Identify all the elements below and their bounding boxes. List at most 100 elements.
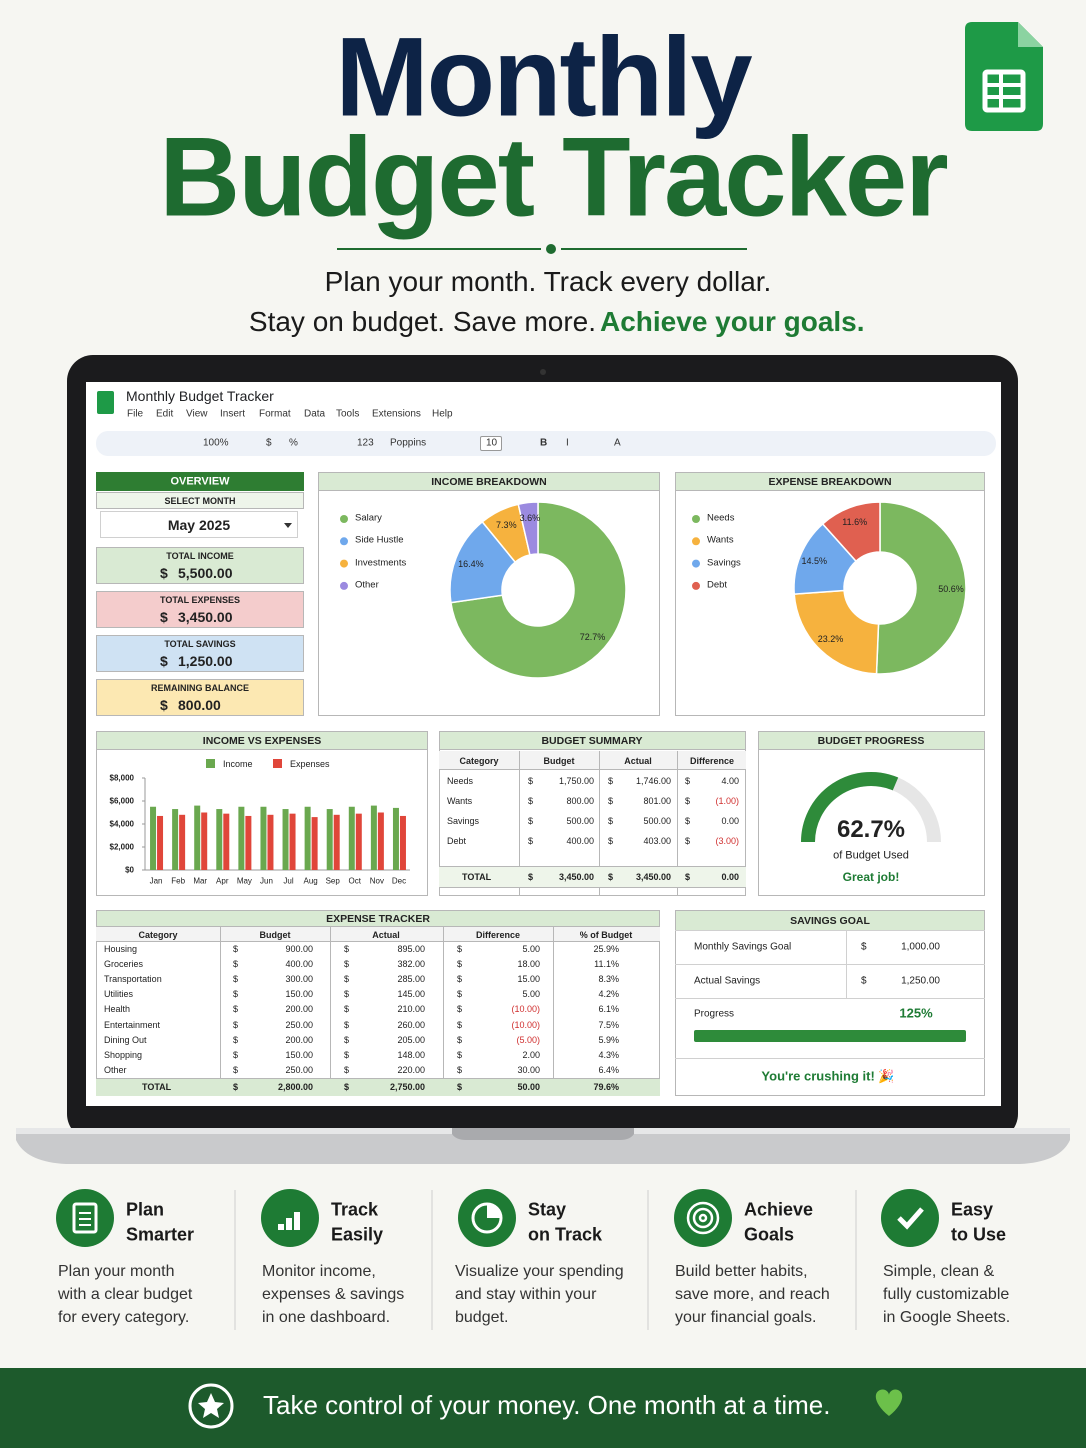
column-line [846, 930, 847, 998]
x-tick-label: Jul [283, 876, 294, 886]
currency: $ [861, 941, 867, 953]
sheets-logo [97, 391, 114, 414]
icon-glyph [487, 1204, 501, 1218]
currency: $ [457, 1081, 463, 1092]
table-cell: 6.1% [598, 1004, 619, 1015]
table-cell: Utilities [104, 989, 134, 1000]
table-cell: 400.00 [566, 835, 594, 846]
currency: $ [233, 1004, 239, 1015]
legend-label: Debt [707, 579, 728, 591]
total-row [96, 1078, 660, 1096]
menu-item: Edit [156, 408, 174, 420]
panel-title-bar [96, 910, 660, 927]
feature-text: in Google Sheets. [883, 1308, 1011, 1326]
summary-card [96, 635, 304, 672]
title: Monthly [335, 14, 752, 140]
star [198, 1393, 224, 1418]
toolbar-item: B [540, 437, 548, 449]
table-cell: TOTAL [142, 1081, 172, 1092]
bar [150, 806, 157, 870]
feature-icon [674, 1189, 732, 1247]
table-cell: 148.00 [397, 1049, 425, 1060]
feature-title: Easy [951, 1199, 994, 1220]
feature-text: for every category. [58, 1308, 190, 1326]
currency: $ [528, 835, 534, 846]
currency: $ [233, 1081, 239, 1092]
panel-title: BUDGET SUMMARY [541, 734, 643, 747]
icon-glyph [698, 1213, 708, 1223]
table-cell: 7.5% [598, 1019, 619, 1030]
panel-title-bar [758, 731, 985, 750]
header-row [96, 927, 660, 942]
currency: $ [344, 943, 350, 954]
select-label: SELECT MONTH [164, 495, 236, 506]
legend-label: Savings [707, 557, 741, 569]
row-amount: 1,250.00 [901, 975, 940, 987]
gauge-note: Great job! [842, 870, 900, 885]
feature-title: to Use [951, 1224, 1007, 1245]
table-header: Category [138, 929, 178, 940]
table-header: % of Budget [579, 929, 633, 940]
legend-marker [340, 515, 348, 523]
x-tick-label: Aug [303, 876, 318, 886]
pie-label: 11.6% [842, 516, 868, 527]
panel-title: INCOME VS EXPENSES [202, 734, 322, 747]
currency: $ [608, 815, 614, 826]
currency: $ [344, 1034, 350, 1045]
panel-title: SAVINGS GOAL [790, 914, 870, 927]
table-cell: (1.00) [715, 795, 739, 806]
bar [260, 806, 267, 870]
panel-title-bar [675, 472, 985, 491]
column-line [519, 751, 520, 896]
bar [348, 806, 355, 870]
legend-label: Wants [707, 534, 734, 546]
table-header: Category [459, 755, 499, 766]
pie-slice [793, 589, 880, 675]
currency: $ [233, 958, 239, 969]
column-line [330, 927, 331, 1096]
table-cell: 79.6% [593, 1081, 619, 1092]
table-cell: 5.00 [522, 989, 540, 1000]
table-cell: 210.00 [397, 1004, 425, 1015]
toolbar-item: % [289, 437, 298, 449]
footer-text: Take control of your money. One month at… [263, 1390, 831, 1421]
currency: $ [528, 775, 534, 786]
table-cell: 382.00 [397, 958, 425, 969]
table-cell: 800.00 [566, 795, 594, 806]
icon-glyph [294, 1212, 300, 1230]
table-header: Difference [689, 755, 735, 766]
row-label: Actual Savings [694, 975, 761, 987]
y-tick-label: $4,000 [109, 819, 134, 829]
table-cell: 250.00 [285, 1019, 313, 1030]
feature-text: Build better habits, [675, 1262, 808, 1280]
panel-title-bar [96, 731, 428, 750]
table-cell: Housing [104, 943, 138, 954]
bar [377, 812, 384, 870]
message: You're crushing it! 🎉 [761, 1068, 895, 1084]
table-cell: 900.00 [285, 943, 313, 954]
gauge-fill [801, 772, 899, 843]
icon-glyph [278, 1224, 284, 1230]
table-cell: 200.00 [285, 1034, 313, 1045]
toolbar [96, 431, 996, 456]
y-tick-label: $0 [125, 865, 134, 875]
tagline: Plan your month. Track every dollar. [324, 265, 772, 297]
icon-glyph [686, 1201, 720, 1235]
currency: $ [233, 1064, 239, 1075]
pie-slice [517, 501, 539, 556]
table-cell: 11.1% [594, 958, 619, 969]
total-row [439, 866, 746, 888]
bar [245, 815, 252, 870]
icon-glyph [72, 1202, 98, 1234]
legend-marker [692, 559, 700, 568]
table-cell: Health [104, 1004, 131, 1015]
card-amount: 1,250.00 [178, 652, 233, 669]
x-tick-label: Jun [260, 876, 273, 886]
row-label: Monthly Savings Goal [694, 941, 792, 953]
table-header: Actual [372, 929, 400, 940]
pie-label: 14.5% [801, 556, 827, 567]
table-cell: Needs [447, 775, 474, 786]
pie-label: 16.4% [458, 558, 484, 569]
menu-item: Data [304, 408, 326, 420]
bar [289, 813, 296, 870]
